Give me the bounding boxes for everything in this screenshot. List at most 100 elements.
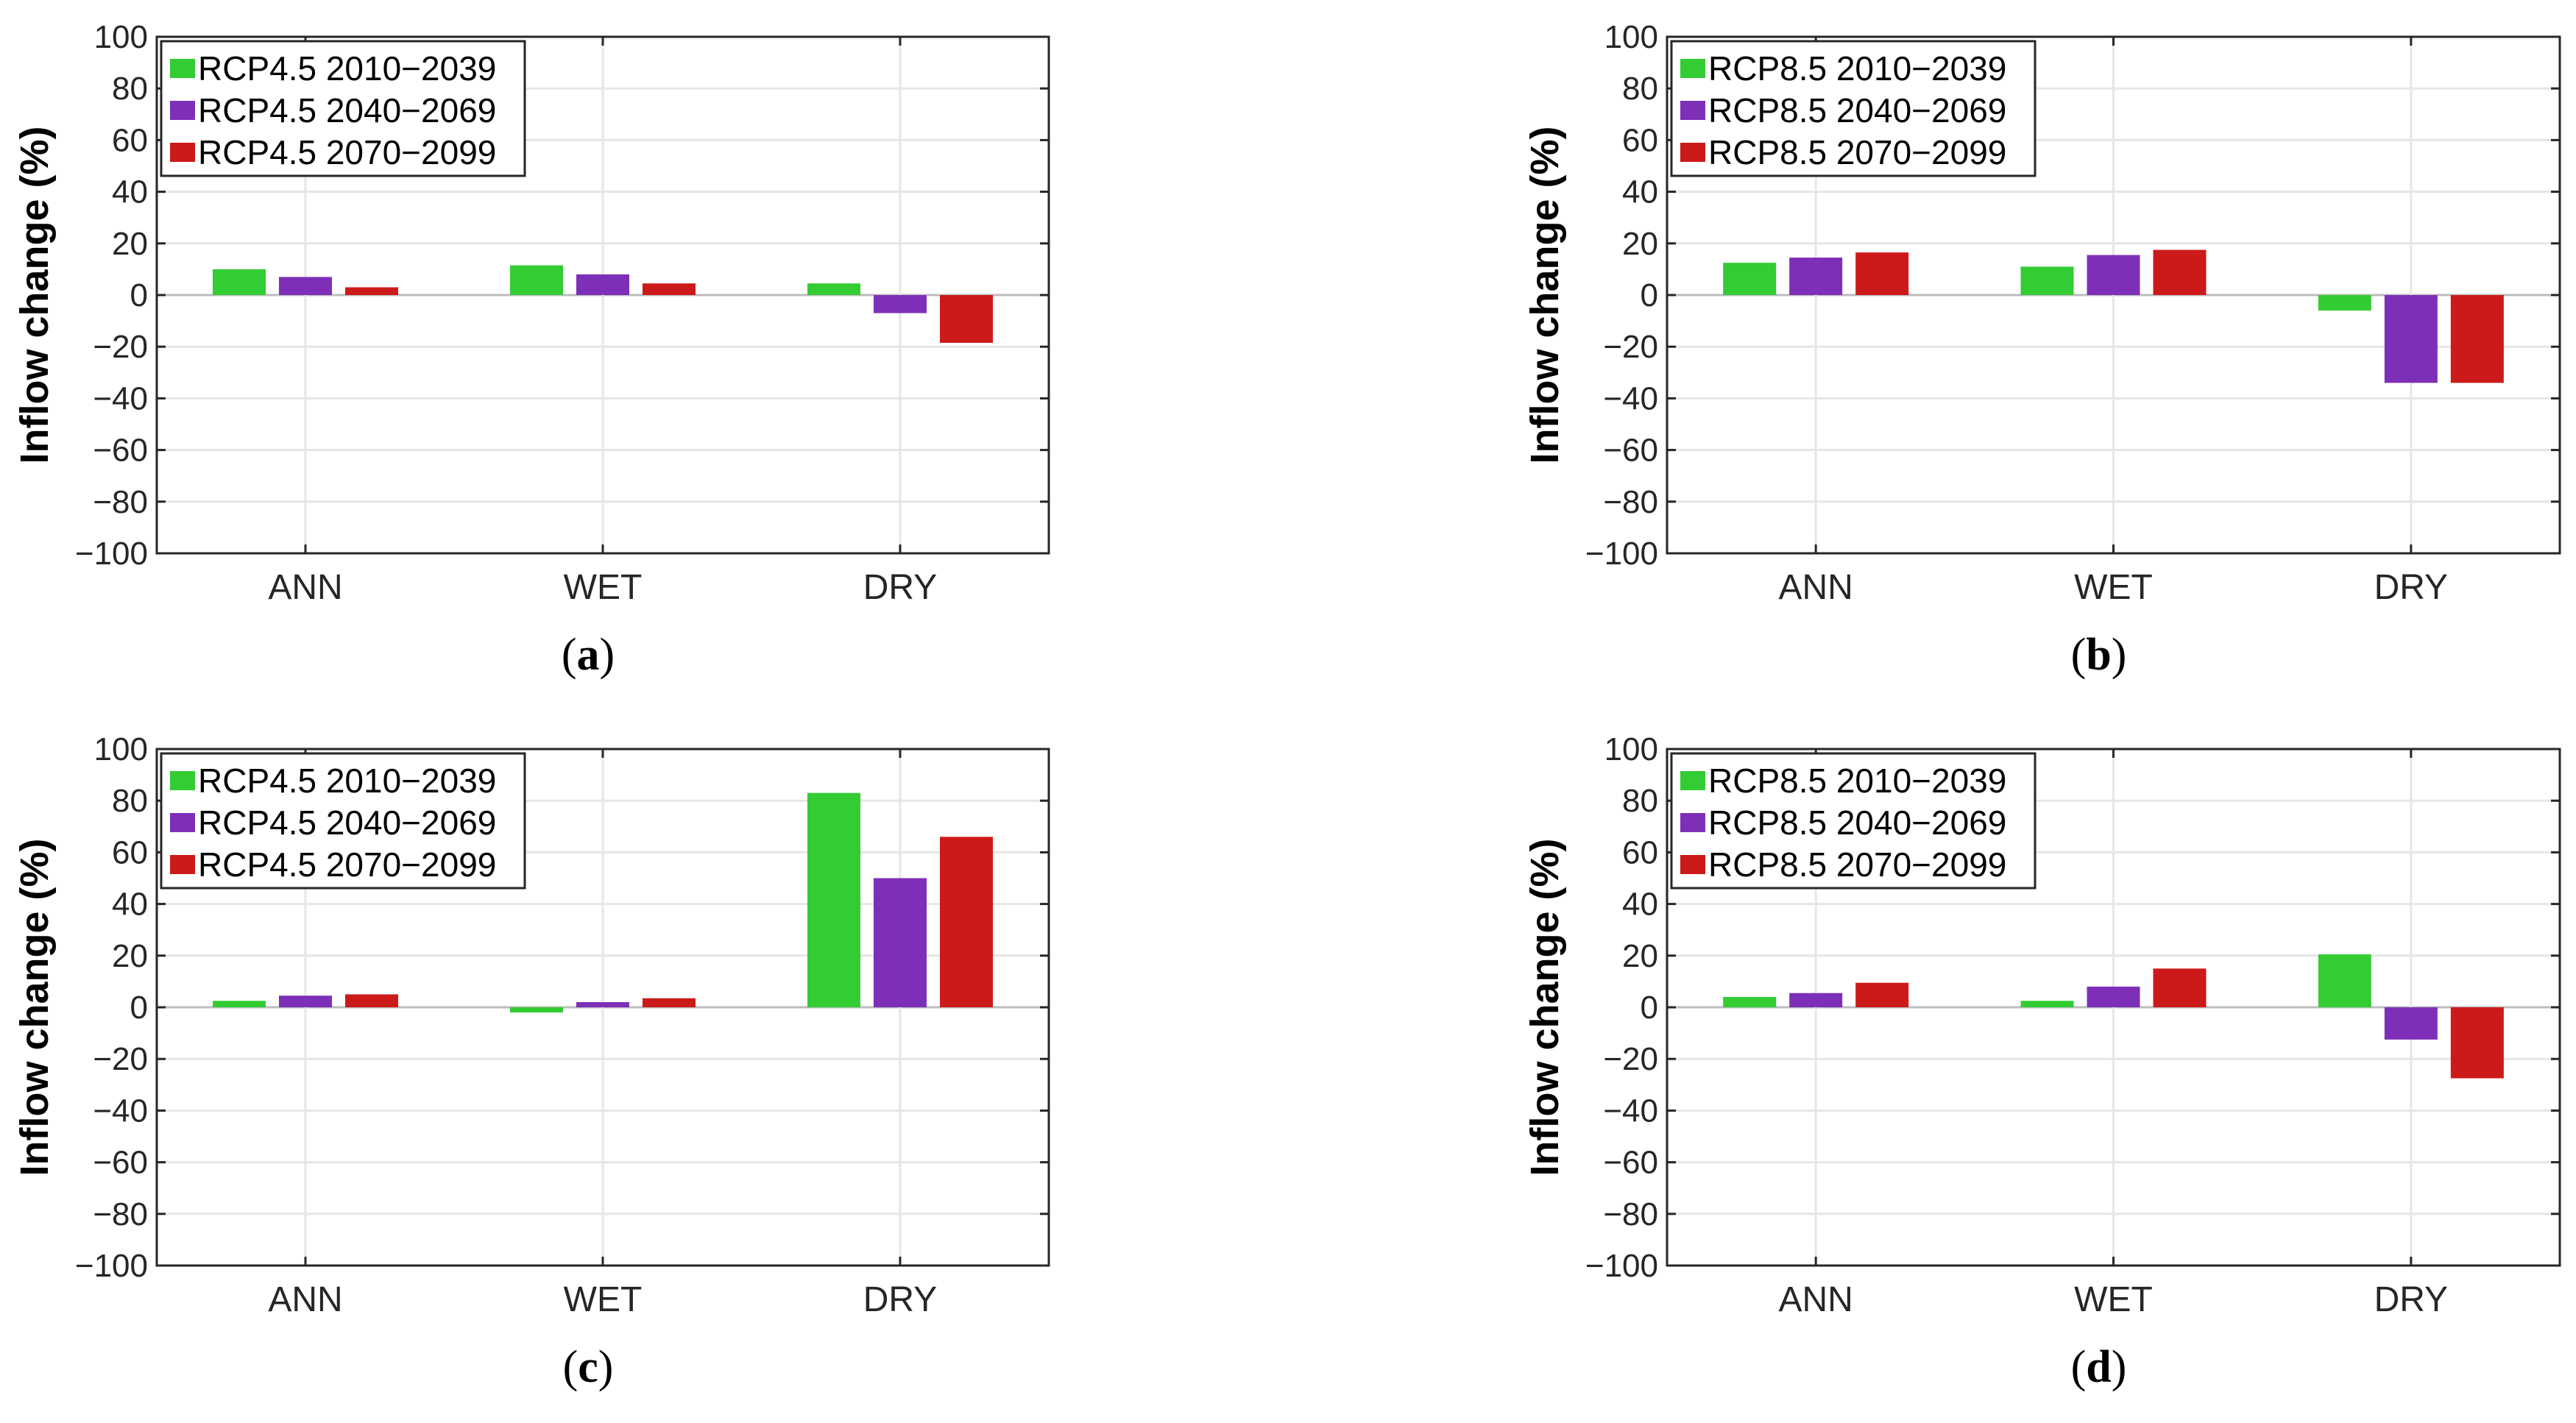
legend-swatch [1680, 59, 1705, 78]
bar-wet-series-2 [2087, 986, 2140, 1007]
bar-ann-series-3 [345, 287, 398, 295]
bar-ann-series-3 [345, 994, 398, 1007]
y-tick-label: 100 [1604, 19, 1658, 55]
y-tick-label: 60 [1622, 122, 1658, 158]
y-tick-label: −80 [93, 484, 148, 520]
bar-ann-series-1 [1723, 263, 1777, 295]
chart-panel-b: 100 80 60 40 20 0 −20 −40 −60 −80 −100 ANN WET DRY Inf… [1523, 19, 2561, 680]
legend-entry: RCP8.5 2070−2099 [1708, 133, 2006, 171]
y-tick-label: 80 [1622, 783, 1658, 819]
y-tick-label: −100 [75, 536, 148, 572]
y-tick-label: 60 [1622, 834, 1658, 870]
legend-entry: RCP4.5 2010−2039 [198, 49, 496, 88]
bar-wet-series-2 [576, 274, 629, 295]
legend-swatch [170, 855, 195, 874]
y-tick-label: 0 [130, 990, 148, 1026]
y-tick-label: 20 [112, 938, 148, 974]
legend-swatch [170, 813, 195, 832]
y-tick-label: 0 [130, 277, 148, 313]
y-tick-label: −20 [93, 329, 148, 365]
legend-entry: RCP4.5 2040−2069 [198, 91, 496, 129]
x-tick-label: ANN [268, 568, 342, 607]
y-tick-label: −20 [93, 1041, 148, 1077]
bar-dry-series-1 [2318, 295, 2371, 311]
legend-entry: RCP8.5 2040−2069 [1708, 91, 2006, 129]
bar-wet-series-1 [510, 1007, 563, 1013]
y-tick-label: −80 [93, 1196, 148, 1232]
y-tick-label: −20 [1603, 1041, 1658, 1077]
legend-swatch [170, 771, 195, 790]
y-tick-label: 40 [1622, 887, 1658, 923]
bar-dry-series-2 [2384, 1007, 2438, 1040]
legend-box [160, 752, 526, 890]
chart-panel-a: 100 80 60 40 20 0 −20 −40 −60 −80 −100 ANN WET DRY Inf… [13, 19, 1050, 680]
y-axis-label: Inflow change (%) [13, 839, 57, 1177]
panel-caption: (b) [2071, 630, 2127, 680]
legend-swatch [1680, 143, 1705, 162]
x-tick-label: DRY [2374, 568, 2448, 607]
legend-entry: RCP4.5 2070−2099 [198, 133, 496, 171]
y-tick-label: −40 [93, 380, 148, 416]
bar-dry-series-1 [807, 283, 860, 295]
legend-box [160, 40, 526, 177]
bar-dry-series-2 [874, 295, 927, 313]
bar-dry-series-3 [2450, 295, 2504, 383]
y-axis-label: Inflow change (%) [13, 127, 57, 464]
legend-swatch [1680, 855, 1705, 874]
y-tick-label: −60 [1603, 1145, 1658, 1181]
y-tick-label: 20 [1622, 938, 1658, 974]
bar-wet-series-1 [510, 265, 563, 295]
legend-swatch [170, 101, 195, 120]
x-tick-label: ANN [1778, 1280, 1853, 1319]
panel-caption: (c) [563, 1342, 614, 1392]
bar-dry-series-2 [2384, 295, 2438, 383]
legend-swatch [170, 143, 195, 162]
x-tick-label: WET [2074, 1280, 2153, 1319]
bar-ann-series-2 [279, 277, 332, 295]
panel-caption: (a) [562, 630, 615, 680]
bar-ann-series-2 [279, 996, 332, 1007]
bar-wet-series-1 [2020, 1001, 2074, 1007]
x-tick-label: ANN [1778, 568, 1853, 607]
x-tick-label: DRY [2374, 1280, 2448, 1319]
y-tick-label: −100 [1585, 536, 1658, 572]
bar-dry-series-3 [940, 295, 993, 343]
bar-wet-series-2 [2087, 255, 2140, 295]
y-tick-label: 80 [112, 71, 148, 107]
y-tick-label: −40 [1603, 380, 1658, 416]
y-tick-label: 0 [1641, 277, 1658, 313]
y-tick-label: −20 [1603, 329, 1658, 365]
legend-box [1670, 752, 2037, 890]
x-tick-label: DRY [863, 1280, 937, 1319]
bar-wet-series-2 [576, 1001, 629, 1007]
bar-wet-series-3 [2153, 968, 2207, 1007]
bar-dry-series-1 [2318, 954, 2371, 1007]
legend-entry: RCP8.5 2010−2039 [1708, 49, 2006, 88]
y-tick-label: 40 [1622, 174, 1658, 210]
chart-panel-c: 100 80 60 40 20 0 −20 −40 −60 −80 −100 ANN WET DRY Inf… [13, 731, 1050, 1392]
y-tick-label: 80 [112, 783, 148, 819]
bar-dry-series-3 [940, 837, 993, 1007]
y-axis-label: Inflow change (%) [1523, 127, 1567, 464]
chart-panel-d: 100 80 60 40 20 0 −20 −40 −60 −80 −100 ANN WET DRY Inf… [1523, 731, 2561, 1392]
y-axis-label: Inflow change (%) [1523, 839, 1567, 1177]
y-tick-label: −100 [75, 1248, 148, 1284]
y-tick-label: 80 [1622, 71, 1658, 107]
legend-entry: RCP4.5 2070−2099 [198, 845, 496, 884]
y-tick-label: 60 [112, 834, 148, 870]
y-tick-label: −40 [93, 1093, 148, 1129]
y-tick-label: 100 [1604, 731, 1658, 767]
y-tick-label: −80 [1603, 1196, 1658, 1232]
legend-swatch [1680, 813, 1705, 832]
bar-ann-series-3 [1855, 252, 1909, 295]
legend-entry: RCP8.5 2070−2099 [1708, 845, 2006, 884]
panel-caption: (d) [2071, 1342, 2127, 1392]
x-tick-label: WET [564, 1280, 643, 1319]
bar-ann-series-2 [1789, 993, 1843, 1007]
legend-entry: RCP8.5 2040−2069 [1708, 803, 2006, 842]
bar-wet-series-1 [2020, 266, 2074, 295]
y-tick-label: −80 [1603, 484, 1658, 520]
y-tick-label: −60 [93, 433, 148, 469]
legend-entry: RCP4.5 2040−2069 [198, 803, 496, 842]
y-tick-label: 100 [94, 731, 148, 767]
